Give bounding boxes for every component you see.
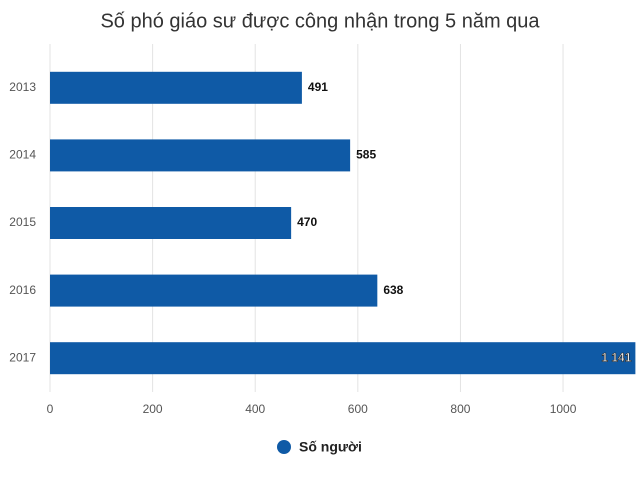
y-tick-label: 2015 [9, 215, 36, 229]
legend-label: Số người [299, 439, 362, 455]
y-tick-label: 2016 [9, 283, 36, 297]
x-tick-label: 1000 [550, 402, 577, 416]
x-tick-label: 800 [450, 402, 470, 416]
y-tick-label: 2017 [9, 350, 36, 364]
bar [50, 342, 636, 375]
x-tick-label: 0 [47, 402, 54, 416]
legend-marker [277, 440, 291, 454]
bar [50, 139, 351, 172]
value-label: 470 [297, 215, 317, 229]
bar [50, 207, 292, 239]
value-label: 1 141 [601, 350, 631, 364]
y-tick-label: 2014 [9, 148, 36, 162]
x-tick-label: 200 [143, 402, 163, 416]
value-label: 491 [308, 80, 328, 94]
value-label: 638 [383, 283, 403, 297]
bar [50, 71, 302, 104]
x-tick-label: 600 [348, 402, 368, 416]
x-tick-label: 400 [245, 402, 265, 416]
value-label: 585 [356, 148, 376, 162]
y-tick-label: 2013 [9, 80, 36, 94]
chart-title: Số phó giáo sư được công nhận trong 5 nă… [100, 10, 540, 32]
bar [50, 274, 378, 307]
